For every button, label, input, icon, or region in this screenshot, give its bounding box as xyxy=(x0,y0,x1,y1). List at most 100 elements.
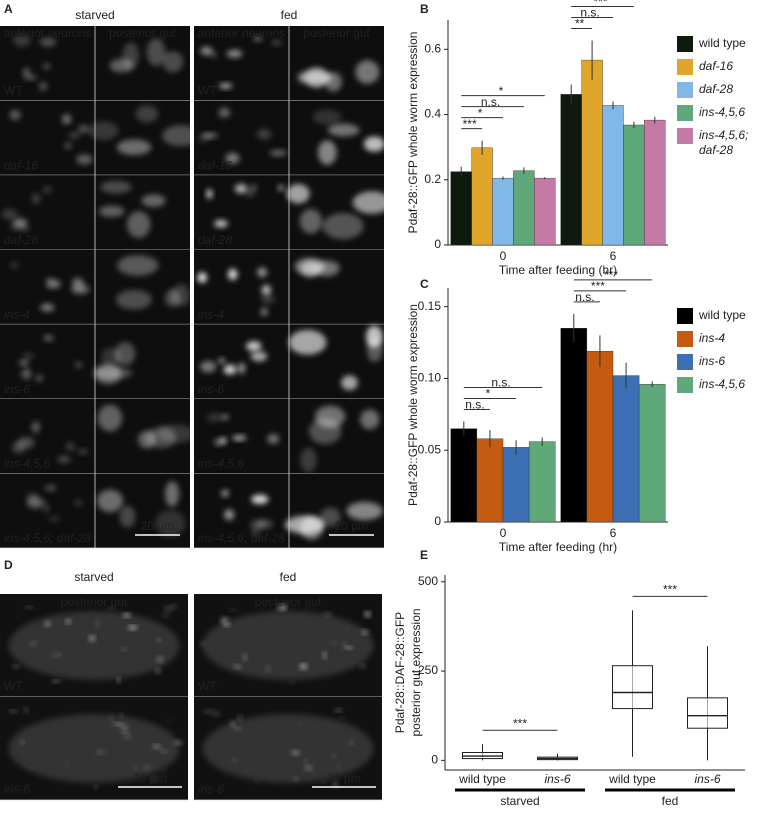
region-label: anterior neurons xyxy=(4,26,91,40)
fluorescence xyxy=(300,447,317,473)
strain-label: ins-4,5,6; daf-28 xyxy=(198,531,285,545)
bar xyxy=(450,171,472,246)
fluorescence xyxy=(312,109,342,125)
fluorescence xyxy=(224,623,230,627)
x-tick-label: wild type xyxy=(458,772,506,786)
fluorescence xyxy=(277,184,285,192)
x-tick-label: ins-6 xyxy=(544,772,570,786)
fluorescence xyxy=(113,722,121,726)
fluorescence xyxy=(221,617,228,623)
fluorescence xyxy=(123,613,130,617)
legend-swatch xyxy=(677,105,693,121)
fluorescence xyxy=(55,653,61,657)
fluorescence xyxy=(171,604,177,609)
fluorescence xyxy=(256,129,272,140)
fluorescence xyxy=(22,226,31,232)
fluorescence xyxy=(128,625,137,630)
fluorescence xyxy=(319,507,341,527)
significance-label: *** xyxy=(513,716,527,730)
fluorescence xyxy=(12,441,26,454)
fluorescence xyxy=(42,185,52,194)
legend-label: wild type xyxy=(698,36,746,50)
fluorescence xyxy=(151,777,158,782)
fluorescence xyxy=(355,60,380,84)
fluorescence xyxy=(43,63,51,70)
strain-label: daf-28 xyxy=(4,233,38,247)
fluorescence xyxy=(314,405,346,428)
strain-label: ins-6 xyxy=(4,382,30,396)
bar xyxy=(492,177,514,246)
fluorescence xyxy=(324,612,331,617)
fluorescence xyxy=(48,516,61,522)
fluorescence xyxy=(291,750,300,755)
fluorescence xyxy=(360,409,380,430)
fluorescence xyxy=(200,46,213,56)
fluorescence xyxy=(322,213,364,240)
y-tick-label: 0 xyxy=(434,514,441,528)
condition-header: fed xyxy=(281,8,298,22)
fluorescence xyxy=(9,110,21,120)
legend-label: ins-6 xyxy=(699,354,725,368)
fluorescence xyxy=(18,724,22,729)
bar xyxy=(471,147,493,246)
fluorescence xyxy=(21,368,32,380)
micrograph-row xyxy=(194,697,382,800)
fluorescence xyxy=(13,218,28,228)
fluorescence xyxy=(335,708,342,712)
fluorescence xyxy=(26,606,33,609)
fluorescence xyxy=(304,759,308,763)
fluorescence xyxy=(204,710,213,714)
region-label: posterior gut xyxy=(303,26,370,40)
bar xyxy=(623,124,645,246)
fluorescence xyxy=(162,125,201,147)
micrograph-row xyxy=(0,594,188,697)
significance-label: ** xyxy=(575,17,585,31)
fluorescence xyxy=(35,374,44,382)
fluorescence xyxy=(88,121,119,141)
fluorescence xyxy=(221,489,229,497)
panel-label: C xyxy=(420,277,429,291)
fluorescence xyxy=(174,740,183,745)
fluorescence xyxy=(346,501,383,521)
significance-label: n.s. xyxy=(580,6,599,20)
fluorescence xyxy=(162,613,169,618)
fluorescence xyxy=(153,744,160,749)
y-tick-label: 0 xyxy=(434,237,441,251)
fluorescence xyxy=(44,485,57,492)
x-tick-label: 0 xyxy=(500,526,507,540)
fluorescence xyxy=(337,765,341,770)
legend-swatch xyxy=(677,308,693,324)
fluorescence xyxy=(100,180,132,194)
fluorescence xyxy=(232,759,237,762)
fluorescence xyxy=(230,721,235,727)
x-axis-label: Time after feeding (hr) xyxy=(499,540,617,554)
fluorescence xyxy=(75,362,83,369)
bar xyxy=(612,375,640,523)
fluorescence xyxy=(251,494,269,505)
fluorescence xyxy=(200,360,217,373)
fluorescence xyxy=(156,424,196,443)
group-label: starved xyxy=(500,794,539,808)
bar xyxy=(644,119,666,246)
fluorescence xyxy=(243,654,247,660)
strain-label: ins-6 xyxy=(198,782,224,796)
gut xyxy=(202,714,374,783)
fluorescence xyxy=(97,404,123,432)
fluorescence xyxy=(298,70,332,85)
micrograph-row xyxy=(194,594,382,697)
fluorescence xyxy=(38,82,48,91)
y-tick-label: 0 xyxy=(431,753,438,767)
fluorescence xyxy=(227,268,238,281)
legend-label: ins-4 xyxy=(699,331,725,345)
y-axis-label: Pdaf-28::GFP whole worm expression xyxy=(406,304,420,506)
fluorescence xyxy=(209,51,218,59)
strain-label: WT xyxy=(4,84,23,98)
fluorescence xyxy=(278,605,285,610)
fluorescence xyxy=(332,754,336,758)
fluorescence xyxy=(26,493,39,503)
fluorescence xyxy=(115,289,152,310)
fluorescence xyxy=(46,277,54,289)
y-tick-label: 0.15 xyxy=(418,299,442,313)
panel-label: E xyxy=(420,548,428,562)
